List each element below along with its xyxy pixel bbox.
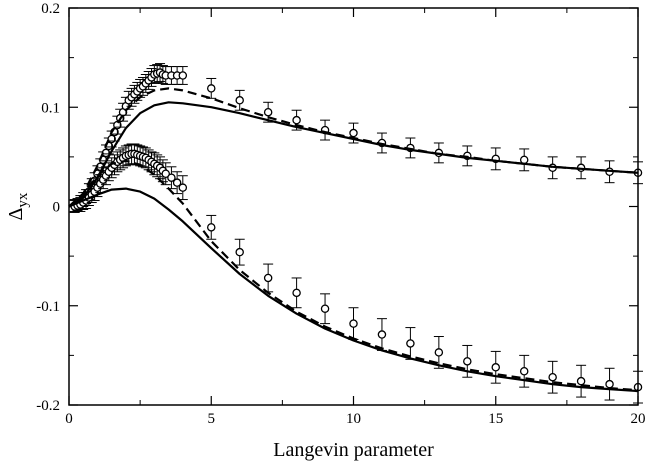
data-point — [349, 319, 358, 328]
x-tick-label: 10 — [346, 411, 361, 427]
data-point — [235, 247, 244, 257]
data-point — [263, 107, 273, 117]
data-point — [519, 155, 529, 165]
data-point — [178, 71, 188, 80]
data-point — [491, 363, 500, 372]
data-point — [519, 367, 529, 376]
data-point — [172, 178, 182, 187]
data-point — [206, 84, 216, 93]
series-5-solid-line — [68, 187, 639, 393]
data-point — [292, 288, 301, 298]
x-tick-label: 20 — [631, 411, 646, 427]
plot-data — [68, 63, 643, 404]
data-point — [548, 372, 557, 382]
data-point — [463, 357, 472, 366]
tick-labels: 0 5 10 15 20 0.2 0.1 0 -0.1 -0.2 — [36, 1, 645, 427]
data-point — [434, 348, 444, 357]
y-axis-title: Δyx — [5, 192, 31, 220]
y-tick-label: 0.2 — [41, 1, 60, 17]
data-point — [167, 173, 176, 182]
data-point — [206, 223, 216, 232]
series-3-solid-line — [68, 101, 639, 208]
data-point — [320, 304, 330, 313]
y-tick-label: -0.1 — [36, 299, 60, 315]
y-tick-label: 0.1 — [41, 100, 60, 116]
x-tick-label: 15 — [488, 411, 503, 427]
y-tick-label: -0.2 — [36, 398, 60, 414]
data-point — [605, 379, 614, 389]
data-point — [292, 115, 301, 125]
x-tick-label: 5 — [208, 411, 216, 427]
y-axis-title-subscript: yx — [15, 192, 31, 208]
data-point — [263, 273, 273, 283]
x-tick-label: 0 — [65, 411, 73, 427]
x-axis-title: Langevin parameter — [273, 439, 434, 461]
y-tick-label: 0 — [53, 200, 61, 216]
data-point — [377, 330, 387, 339]
series-4-dashed-line — [68, 159, 639, 392]
data-point — [349, 128, 358, 138]
plot-frame — [68, 7, 639, 406]
data-point — [235, 96, 244, 105]
series-2-dashed-line — [68, 87, 639, 208]
data-point — [406, 339, 415, 348]
data-point — [576, 376, 586, 386]
data-point — [161, 169, 170, 178]
data-point — [178, 183, 188, 192]
y-axis-title-main: Δ — [5, 207, 27, 220]
